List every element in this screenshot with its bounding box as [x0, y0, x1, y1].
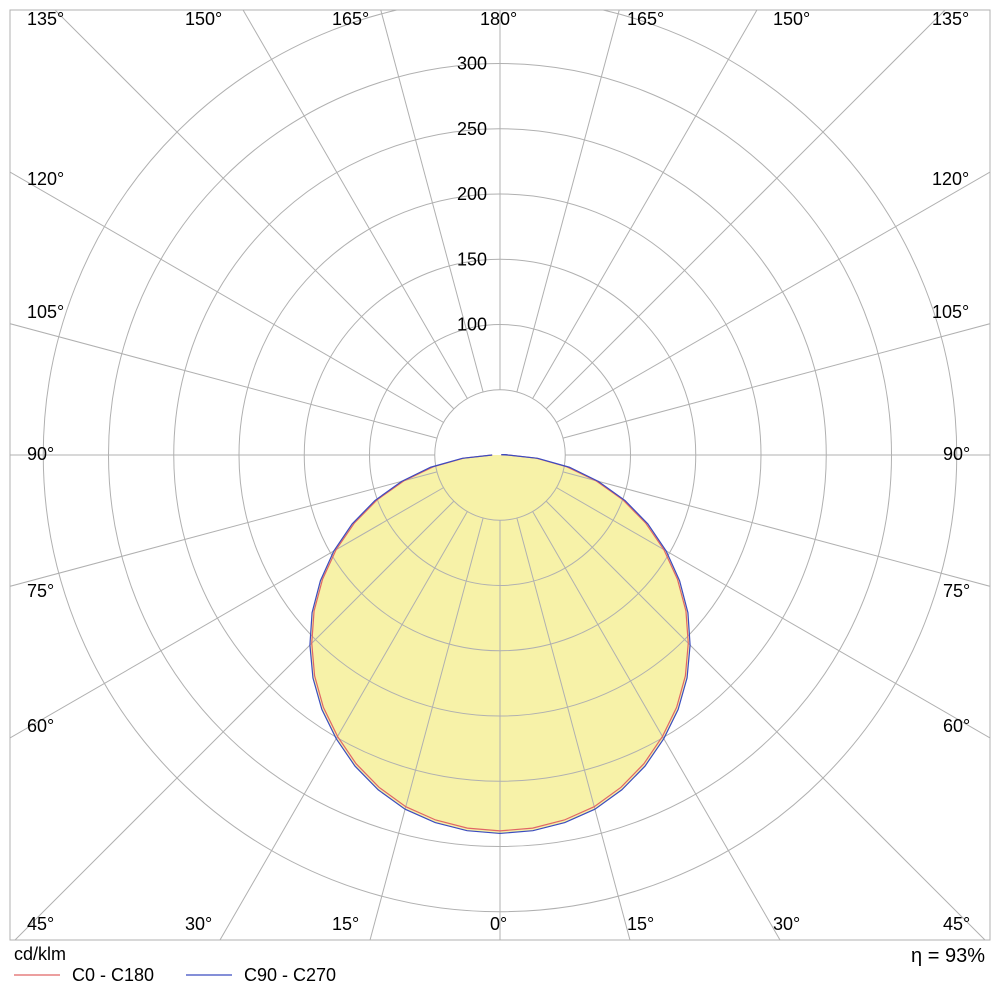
angle-label: 90°	[27, 444, 54, 464]
legend-label: C0 - C180	[72, 965, 154, 985]
angle-label: 165°	[332, 9, 369, 29]
angle-label: 45°	[943, 914, 970, 934]
angle-label: 75°	[27, 581, 54, 601]
eta-label: η = 93%	[911, 945, 985, 967]
angle-label: 105°	[932, 302, 969, 322]
angle-label: 30°	[185, 914, 212, 934]
polar-chart-svg: 100 150 200 250 300 135° 150° 165° 180° 165° 150° 1…	[0, 0, 1000, 989]
angle-label: 30°	[773, 914, 800, 934]
ring-label: 200	[457, 184, 487, 204]
angle-label: 60°	[27, 716, 54, 736]
angle-label: 150°	[185, 9, 222, 29]
angle-label: 165°	[627, 9, 664, 29]
angle-label: 180°	[480, 9, 517, 29]
ring-label: 250	[457, 119, 487, 139]
ring-label: 100	[457, 315, 487, 335]
angle-label: 135°	[932, 9, 969, 29]
angle-label: 150°	[773, 9, 810, 29]
angle-label: 105°	[27, 302, 64, 322]
angle-label: 135°	[27, 9, 64, 29]
angle-label: 0°	[490, 914, 507, 934]
ring-label: 150	[457, 249, 487, 269]
ring-label: 300	[457, 54, 487, 74]
polar-chart: 100 150 200 250 300 135° 150° 165° 180° 165° 150° 1…	[0, 0, 1000, 989]
angle-label: 90°	[943, 444, 970, 464]
angle-label: 75°	[943, 581, 970, 601]
angle-label: 120°	[932, 169, 969, 189]
unit-label: cd/klm	[14, 944, 66, 964]
legend-label: C90 - C270	[244, 965, 336, 985]
angle-label: 120°	[27, 169, 64, 189]
angle-label: 45°	[27, 914, 54, 934]
angle-label: 60°	[943, 716, 970, 736]
angle-label: 15°	[332, 914, 359, 934]
angle-label: 15°	[627, 914, 654, 934]
